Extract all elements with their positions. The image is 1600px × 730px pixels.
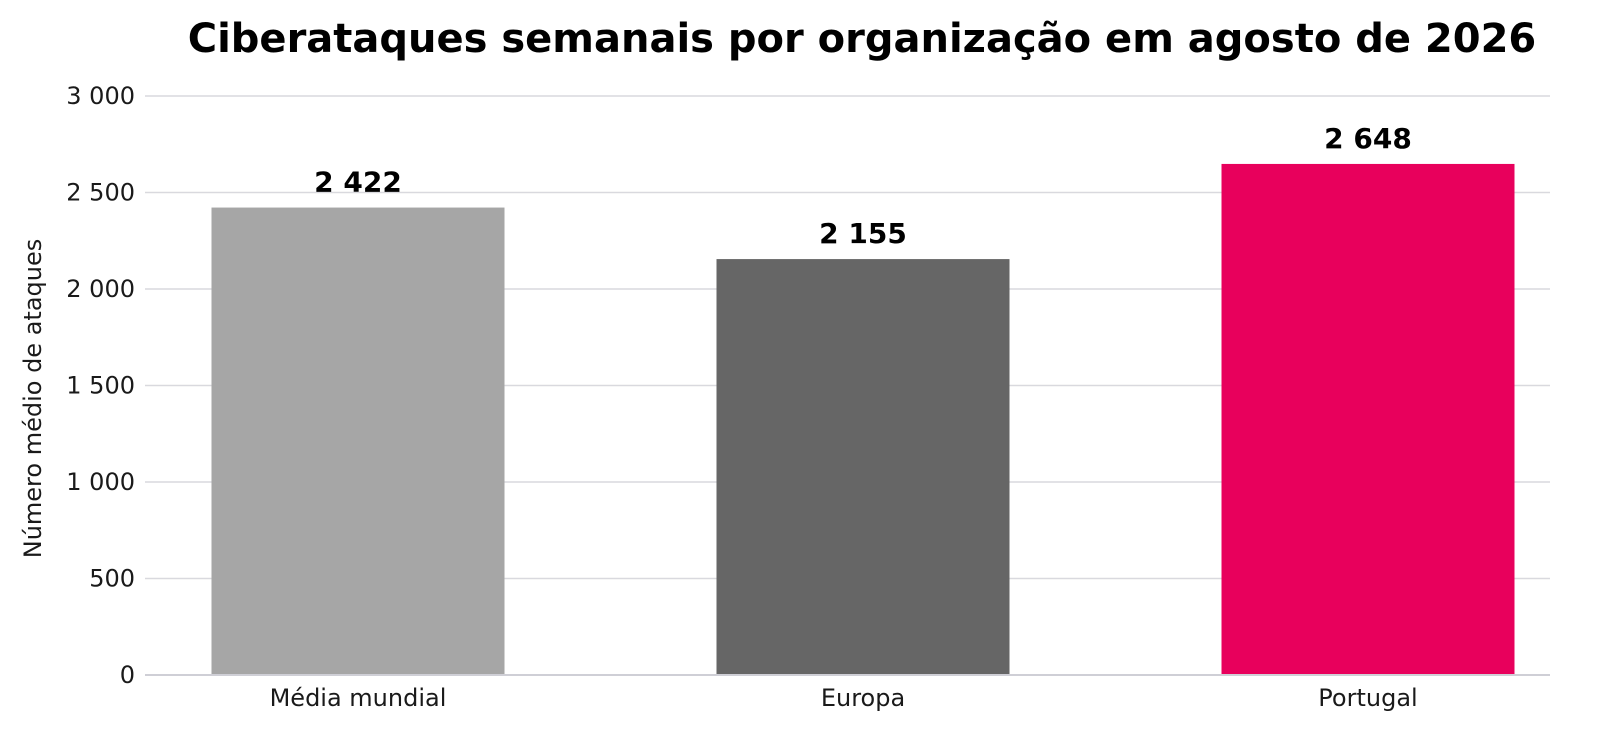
y-tick-label: 2 000: [66, 275, 135, 303]
bar-value-labels: 2 422 2 155 2 648: [314, 122, 1412, 250]
bar: [211, 207, 505, 675]
y-axis-title: Número médio de ataques: [19, 239, 47, 559]
bar: [1221, 163, 1515, 675]
x-category-label: Média mundial: [270, 684, 447, 712]
bar-value-label: 2 422: [314, 166, 402, 199]
x-category-label: Europa: [821, 684, 905, 712]
bar: [716, 259, 1010, 675]
y-tick-label: 0: [120, 661, 135, 689]
y-tick-label: 2 500: [66, 179, 135, 207]
y-tick-label: 1 000: [66, 468, 135, 496]
x-category-labels: Média mundial Europa Portugal: [270, 684, 1418, 712]
y-tick-labels: 0 500 1 000 1 500 2 000 2 500 3 000: [66, 82, 135, 689]
chart-title: Ciberataques semanais por organização em…: [188, 16, 1537, 62]
bar-value-label: 2 155: [819, 217, 907, 250]
y-tick-label: 1 500: [66, 372, 135, 400]
y-tick-label: 3 000: [66, 82, 135, 110]
bars: [211, 163, 1515, 675]
y-tick-label: 500: [89, 565, 135, 593]
bar-value-label: 2 648: [1324, 122, 1412, 155]
x-category-label: Portugal: [1318, 684, 1417, 712]
